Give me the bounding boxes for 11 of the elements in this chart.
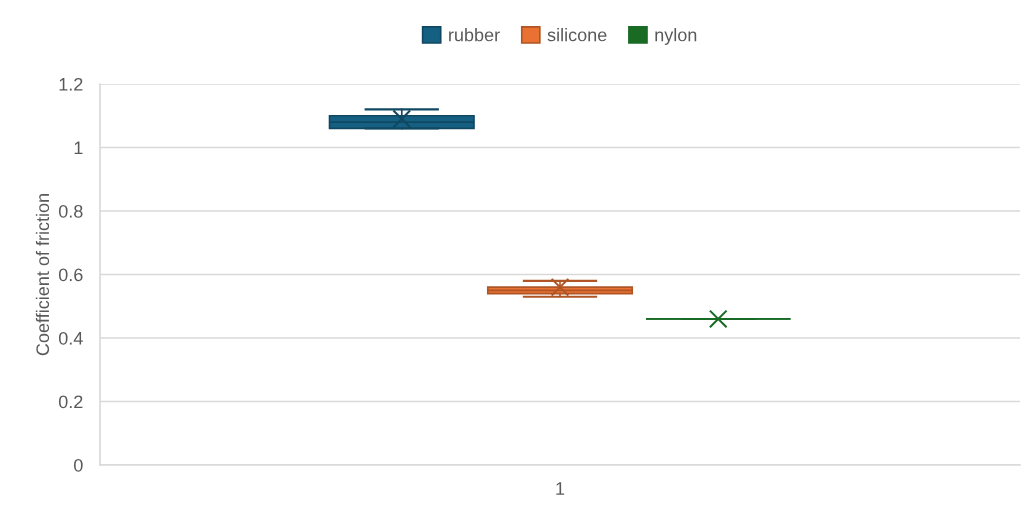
legend-label: rubber (449, 28, 500, 42)
y-tick-label: 0.8 (58, 204, 83, 218)
y-tick-label: 0.2 (58, 395, 83, 409)
legend-label: silicone (547, 28, 607, 42)
y-tick-label: 0.6 (58, 268, 83, 282)
legend-label: nylon (655, 28, 697, 45)
y-tick-label: 1.2 (59, 77, 83, 91)
y-tick-label: 0.4 (58, 331, 83, 345)
y-tick-label: 1 (74, 141, 83, 155)
y-tick-label: 0 (74, 458, 83, 472)
y-axis-title: Coefficient of friction (35, 194, 50, 356)
